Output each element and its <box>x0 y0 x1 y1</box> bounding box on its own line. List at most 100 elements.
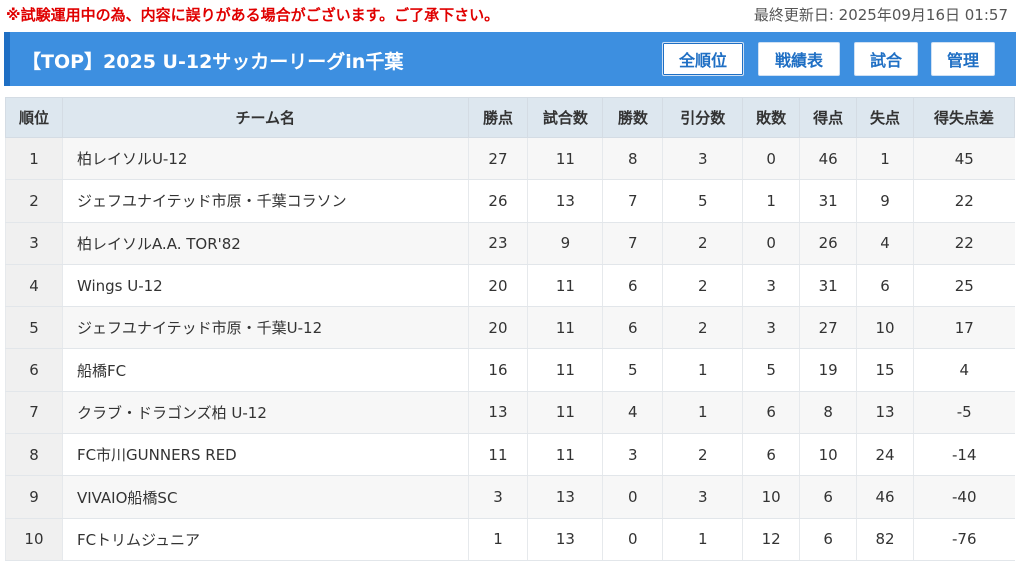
cell-wins: 3 <box>602 433 663 477</box>
cell-goals-for: 27 <box>799 306 857 350</box>
table-header: 順位 チーム名 勝点 試合数 勝数 引分数 敗数 得点 失点 得失点差 <box>5 97 1015 138</box>
cell-goal-diff: 22 <box>913 179 1015 223</box>
cell-rank: 6 <box>5 348 63 392</box>
col-goals-for[interactable]: 得点 <box>799 97 858 138</box>
cell-played: 13 <box>527 518 603 561</box>
cell-wins: 6 <box>602 306 663 350</box>
last-updated: 最終更新日: 2025年09月16日 01:57 <box>753 6 1008 24</box>
cell-goals-for: 31 <box>799 264 857 308</box>
cell-rank: 9 <box>5 475 63 519</box>
cell-wins: 5 <box>602 348 663 392</box>
cell-team-name[interactable]: FC市川GUNNERS RED <box>61 433 468 477</box>
cell-rank: 5 <box>5 306 63 350</box>
cell-team-name[interactable]: ジェフユナイテッド市原・千葉U-12 <box>61 306 468 350</box>
cell-wins: 7 <box>602 179 663 223</box>
cell-team-name[interactable]: Wings U-12 <box>61 264 468 308</box>
nav-standings-button[interactable]: 全順位 <box>662 42 744 76</box>
cell-points: 1 <box>467 518 528 561</box>
top-bar: ※試験運用中の為、内容に誤りがある場合がございます。ご了承下さい。 最終更新日:… <box>0 0 1024 28</box>
cell-draws: 1 <box>662 391 743 435</box>
col-goal-diff[interactable]: 得失点差 <box>913 97 1015 138</box>
table-row: 9 VIVAIO船橋SC 3 13 0 3 10 6 46 -40 <box>5 475 1015 519</box>
cell-points: 26 <box>467 179 528 223</box>
cell-draws: 2 <box>662 264 743 308</box>
cell-points: 11 <box>467 433 528 477</box>
cell-draws: 3 <box>662 137 743 181</box>
cell-losses: 6 <box>742 391 800 435</box>
cell-goal-diff: -5 <box>913 391 1015 435</box>
col-losses[interactable]: 敗数 <box>742 97 801 138</box>
cell-draws: 1 <box>662 348 743 392</box>
cell-rank: 7 <box>5 391 63 435</box>
cell-team-name[interactable]: ジェフユナイテッド市原・千葉コラソン <box>61 179 468 223</box>
cell-team-name[interactable]: VIVAIO船橋SC <box>61 475 468 519</box>
cell-draws: 1 <box>662 518 743 561</box>
col-team[interactable]: チーム名 <box>61 97 469 138</box>
standings-table: 順位 チーム名 勝点 試合数 勝数 引分数 敗数 得点 失点 得失点差 1 柏レイ… <box>5 97 1015 561</box>
col-played[interactable]: 試合数 <box>527 97 604 138</box>
cell-rank: 4 <box>5 264 63 308</box>
table-row: 5 ジェフユナイテッド市原・千葉U-12 20 11 6 2 3 27 10 17 <box>5 306 1015 350</box>
cell-played: 13 <box>527 179 603 223</box>
cell-goal-diff: 25 <box>913 264 1015 308</box>
cell-losses: 0 <box>742 222 800 265</box>
page-header: 【TOP】2025 U-12サッカーリーグin千葉 全順位 戦績表 試合 管理 <box>4 32 1016 86</box>
cell-team-name[interactable]: FCトリムジュニア <box>61 518 468 561</box>
cell-points: 13 <box>467 391 528 435</box>
cell-goal-diff: -14 <box>913 433 1015 477</box>
cell-draws: 2 <box>662 433 743 477</box>
table-row: 6 船橋FC 16 11 5 1 5 19 15 4 <box>5 348 1015 392</box>
cell-goals-against: 46 <box>856 475 914 519</box>
cell-rank: 10 <box>5 518 63 561</box>
col-goals-against[interactable]: 失点 <box>856 97 915 138</box>
table-row: 8 FC市川GUNNERS RED 11 11 3 2 6 10 24 -14 <box>5 433 1015 477</box>
nav-admin-button[interactable]: 管理 <box>931 42 995 76</box>
cell-goals-for: 46 <box>799 137 857 181</box>
cell-team-name[interactable]: 柏レイソルA.A. TOR'82 <box>61 222 468 265</box>
cell-losses: 5 <box>742 348 800 392</box>
cell-wins: 4 <box>602 391 663 435</box>
cell-goals-for: 31 <box>799 179 857 223</box>
cell-played: 11 <box>527 137 603 181</box>
cell-played: 11 <box>527 391 603 435</box>
nav-matches-button[interactable]: 試合 <box>854 42 918 76</box>
table-row: 4 Wings U-12 20 11 6 2 3 31 6 25 <box>5 264 1015 308</box>
table-row: 3 柏レイソルA.A. TOR'82 23 9 7 2 0 26 4 22 <box>5 222 1015 265</box>
cell-played: 11 <box>527 264 603 308</box>
cell-losses: 3 <box>742 306 800 350</box>
cell-draws: 5 <box>662 179 743 223</box>
cell-goals-for: 8 <box>799 391 857 435</box>
cell-goals-against: 6 <box>856 264 914 308</box>
cell-points: 16 <box>467 348 528 392</box>
col-points[interactable]: 勝点 <box>467 97 529 138</box>
cell-losses: 10 <box>742 475 800 519</box>
cell-goal-diff: -76 <box>913 518 1015 561</box>
cell-team-name[interactable]: 船橋FC <box>61 348 468 392</box>
cell-team-name[interactable]: 柏レイソルU-12 <box>61 137 468 181</box>
cell-goals-against: 1 <box>856 137 914 181</box>
cell-rank: 1 <box>5 137 63 181</box>
table-row: 7 クラブ・ドラゴンズ柏 U-12 13 11 4 1 6 8 13 -5 <box>5 391 1015 435</box>
cell-played: 11 <box>527 306 603 350</box>
cell-goal-diff: -40 <box>913 475 1015 519</box>
table-row: 10 FCトリムジュニア 1 13 0 1 12 6 82 -76 <box>5 518 1015 561</box>
cell-played: 9 <box>527 222 603 265</box>
cell-goal-diff: 4 <box>913 348 1015 392</box>
cell-wins: 0 <box>602 518 663 561</box>
nav-results-button[interactable]: 戦績表 <box>758 42 840 76</box>
cell-goal-diff: 22 <box>913 222 1015 265</box>
table-row: 1 柏レイソルU-12 27 11 8 3 0 46 1 45 <box>5 137 1015 181</box>
cell-rank: 2 <box>5 179 63 223</box>
cell-goals-for: 26 <box>799 222 857 265</box>
cell-points: 20 <box>467 264 528 308</box>
cell-team-name[interactable]: クラブ・ドラゴンズ柏 U-12 <box>61 391 468 435</box>
cell-goals-against: 9 <box>856 179 914 223</box>
cell-goals-against: 82 <box>856 518 914 561</box>
cell-wins: 6 <box>602 264 663 308</box>
col-rank[interactable]: 順位 <box>5 97 63 138</box>
col-draws[interactable]: 引分数 <box>662 97 744 138</box>
cell-goals-for: 19 <box>799 348 857 392</box>
col-wins[interactable]: 勝数 <box>602 97 664 138</box>
cell-goals-against: 4 <box>856 222 914 265</box>
cell-goals-for: 6 <box>799 475 857 519</box>
